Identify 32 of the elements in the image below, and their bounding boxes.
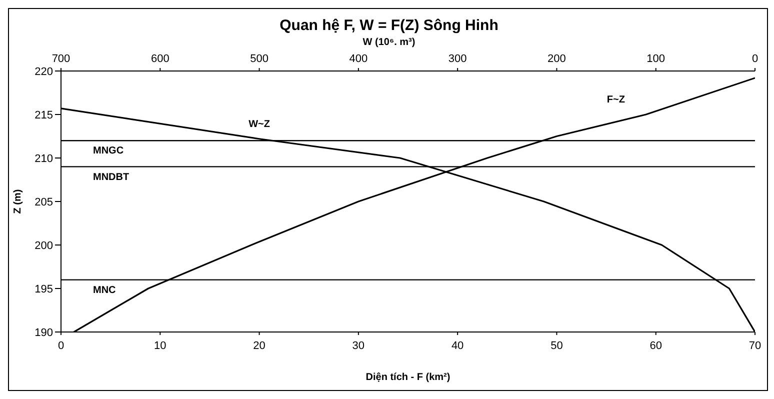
y-tick-label: 220: [34, 66, 53, 78]
x2-tick-label: 300: [448, 53, 467, 65]
x2-tick-label: 500: [250, 53, 268, 65]
x2-tick-label: 200: [548, 53, 566, 65]
x2-tick-label: 400: [349, 53, 368, 65]
series-label: W~Z: [248, 118, 270, 130]
x-tick-label: 70: [748, 340, 762, 352]
x2-tick-label: 0: [752, 53, 758, 65]
y-axis-title: Z (m): [12, 189, 24, 214]
x2-tick-label: 100: [646, 53, 666, 65]
x-tick-label: 10: [154, 340, 166, 352]
y-tick-label: 200: [34, 240, 53, 252]
y-tick-label: 215: [34, 109, 53, 122]
x-tick-label: 30: [352, 340, 365, 352]
x-tick-label: 20: [253, 340, 266, 352]
y-tick-label: 195: [34, 283, 53, 296]
x-tick-label: 60: [650, 340, 662, 352]
series-label: F~Z: [606, 94, 625, 106]
x2-axis-title: W (10⁶. m³): [362, 37, 416, 48]
chart-title: Quan hệ F, W = F(Z) Sông Hinh: [278, 17, 500, 34]
ref-line-label: MNC: [93, 284, 116, 296]
x-tick-label: 40: [451, 340, 464, 352]
y-tick-label: 205: [34, 196, 53, 208]
y-tick-label: 190: [34, 326, 53, 339]
x2-tick-label: 700: [52, 53, 70, 65]
ref-line-label: MNDBT: [93, 172, 130, 183]
y-tick-label: 210: [34, 152, 53, 165]
x-tick-label: 50: [550, 340, 563, 352]
x2-tick-label: 600: [150, 53, 170, 65]
x-axis-title: Diện tích - F (km²): [366, 372, 450, 383]
x-tick-label: 0: [58, 340, 64, 352]
ref-line-label: MNGC: [93, 146, 124, 157]
